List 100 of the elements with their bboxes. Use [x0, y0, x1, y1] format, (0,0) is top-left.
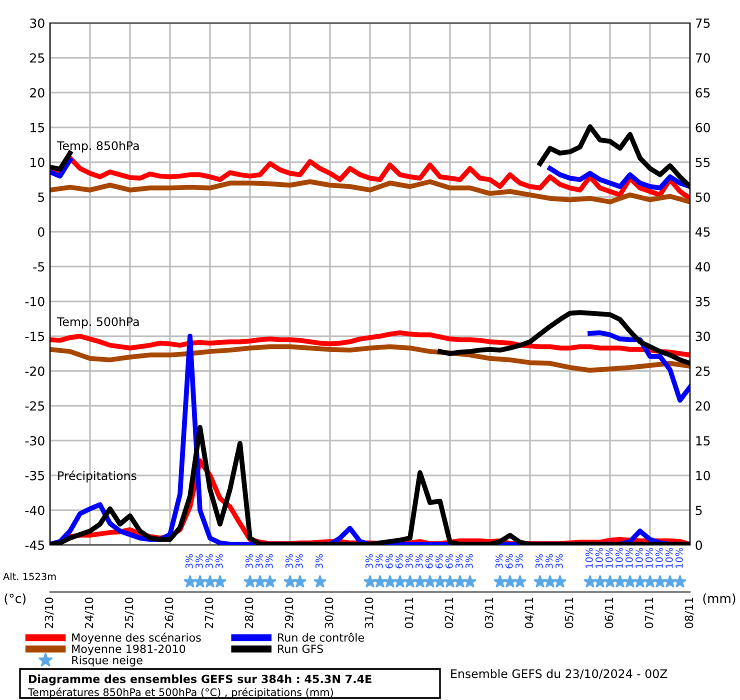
text: 3%	[495, 554, 503, 568]
y-tick-label: -15	[25, 332, 44, 342]
y2-tick-label: 60	[696, 122, 710, 132]
text: 6%	[505, 554, 513, 568]
y-tick-label: 20	[30, 88, 44, 98]
y2-tick-label: 70	[696, 53, 710, 63]
x-tick-label: 26/10	[164, 598, 174, 628]
x-tick-label: 28/10	[244, 598, 254, 628]
y-tick-label: -25	[25, 401, 44, 411]
text: 6%	[425, 554, 433, 568]
y-axis-title: (°c)	[4, 594, 26, 605]
text: 6%	[395, 554, 403, 568]
text: 3%	[295, 554, 303, 568]
y-tick-label: 5	[38, 192, 44, 202]
text: 3%	[245, 554, 253, 568]
text: 10%	[675, 548, 683, 568]
text: 3%	[205, 554, 213, 568]
text: 10%	[605, 548, 613, 568]
x-tick-label: 29/10	[284, 598, 294, 628]
y2-tick-label: 20	[696, 401, 710, 411]
text: 3%	[215, 554, 223, 568]
text: 3%	[375, 554, 383, 568]
line-series	[50, 156, 690, 201]
text: 3%	[195, 554, 203, 568]
y-tick-label: 30	[30, 18, 44, 28]
legend-label: Run de contrôle	[278, 632, 364, 642]
text: 3%	[255, 554, 263, 568]
legend-label: Moyenne 1981-2010	[72, 644, 186, 656]
y-tick-label: 25	[30, 53, 44, 63]
text: 10%	[615, 548, 623, 568]
text: 3%	[455, 554, 463, 568]
y-tick-label: -10	[25, 296, 44, 306]
text: 3%	[465, 554, 473, 568]
y2-tick-label: 50	[696, 192, 710, 202]
text: 3%	[415, 554, 423, 568]
y2-tick-label: 35	[696, 296, 710, 306]
y2-tick-label: 25	[696, 366, 710, 376]
text: 10%	[635, 548, 643, 568]
y2-axis-title: (mm)	[703, 594, 736, 605]
text: Risque neige	[72, 656, 142, 666]
text: 10%	[645, 548, 653, 568]
x-tick-label: 04/11	[524, 598, 534, 628]
y2-tick-label: 15	[696, 436, 710, 446]
x-tick-label: 31/10	[364, 598, 374, 628]
x-tick-label: 05/11	[564, 598, 574, 628]
text: 6%	[385, 554, 393, 568]
text: Températures 850hPa et 500hPa (°C) , précipitations (mm)	[28, 688, 333, 698]
legend-label: Run GFS	[278, 644, 324, 654]
line-series	[50, 344, 690, 373]
text: 10%	[585, 548, 593, 568]
text: Diagramme des ensembles GEFS sur 384h : 45.3N 7.4E	[29, 674, 372, 686]
y2-tick-label: 30	[696, 332, 710, 342]
line-series	[588, 330, 690, 403]
x-tick-label: 23/10	[44, 598, 54, 628]
x-tick-label: 24/10	[84, 598, 94, 628]
y-tick-label: -20	[25, 366, 44, 376]
x-tick-label: 06/11	[604, 598, 614, 628]
y-tick-label: 10	[30, 158, 44, 168]
text: 3%	[515, 554, 523, 568]
x-tick-label: 02/11	[444, 598, 454, 628]
x-tick-label: 07/11	[644, 598, 654, 628]
text: 10%	[625, 548, 633, 568]
line-series	[50, 179, 690, 204]
x-tick-label: 01/11	[404, 598, 414, 628]
annotation: Temp. 500hPa	[56, 317, 139, 328]
y2-tick-label: 55	[696, 158, 710, 168]
y-tick-label: -5	[33, 262, 44, 272]
x-tick-label: 08/11	[684, 598, 694, 628]
text: 6%	[435, 554, 443, 568]
text: 3%	[535, 554, 543, 568]
annotation: Précipitations	[58, 470, 136, 482]
text: 10%	[595, 548, 603, 568]
y-tick-label: -45	[25, 540, 44, 550]
text: Alt. 1523m	[3, 572, 56, 580]
y2-tick-label: 40	[695, 262, 710, 272]
y-tick-label: -35	[25, 470, 44, 480]
text: 3%	[365, 554, 373, 568]
y-tick-label: 0	[38, 227, 44, 237]
y-tick-label: 15	[30, 123, 44, 132]
text: 3%	[285, 554, 293, 568]
text: 3%	[555, 554, 563, 568]
legend-label: Moyenne des scénarios	[72, 632, 201, 644]
y2-tick-label: 75	[696, 18, 710, 28]
annotation: Temp. 850hPa	[56, 141, 139, 152]
y2-tick-label: 65	[696, 88, 710, 98]
text: 3%	[405, 554, 413, 568]
y2-tick-label: 0	[696, 540, 702, 550]
text: 10%	[665, 548, 673, 568]
y2-tick-label: 5	[696, 506, 702, 516]
y-tick-label: -40	[25, 506, 44, 516]
x-tick-label: 25/10	[124, 598, 134, 628]
text: 3%	[185, 554, 193, 568]
y-tick-label: -30	[25, 436, 44, 446]
text: Ensemble GEFS du 23/10/2024 - 00Z	[451, 669, 668, 680]
line-series	[50, 330, 690, 358]
x-tick-label: 03/11	[484, 598, 494, 628]
text: 3%	[315, 554, 323, 568]
x-tick-label: 30/10	[324, 598, 334, 628]
y2-tick-label: 45	[695, 227, 710, 237]
text: 6%	[445, 554, 453, 568]
